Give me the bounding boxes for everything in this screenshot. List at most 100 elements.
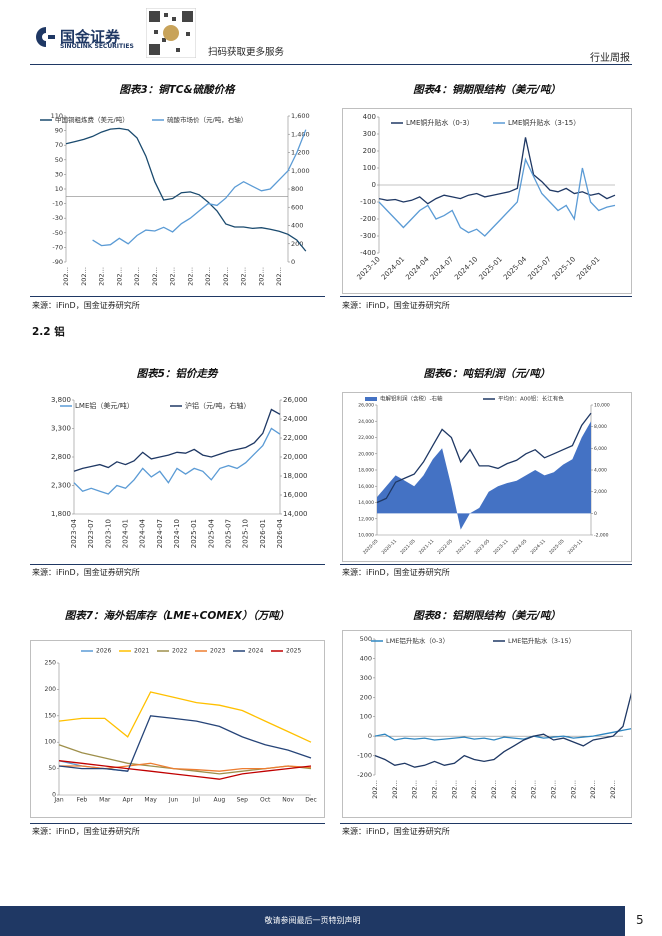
legend-label: 硫酸市场价（元/吨，右轴） bbox=[167, 115, 247, 124]
y2-tick-label: 1,600 bbox=[291, 112, 310, 120]
x-tick-label: Nov bbox=[282, 797, 294, 804]
x-tick-label: Jul bbox=[192, 797, 201, 804]
legend-label: LME铜升贴水（0-3） bbox=[406, 118, 474, 127]
legend-label: LME铝（美元/吨） bbox=[75, 401, 134, 410]
y-tick-label: 0 bbox=[368, 732, 372, 740]
qr-code bbox=[146, 8, 196, 58]
x-tick-label: 2024-01 bbox=[380, 255, 406, 281]
chart: -200 -100 0 100 200 300 400 500 202… 202… 202… 202…… bbox=[342, 630, 632, 818]
x-tick-label: 2025-10 bbox=[551, 255, 577, 281]
logo-icon bbox=[36, 27, 55, 47]
series-line bbox=[378, 137, 616, 205]
x-tick-label: 2021-05 bbox=[399, 538, 417, 556]
series-line bbox=[65, 127, 307, 252]
series-line bbox=[58, 715, 312, 772]
y-tick-label: 1,800 bbox=[51, 510, 71, 518]
x-tick-label: Jun bbox=[168, 797, 179, 804]
x-tick-label: 2026-04 bbox=[276, 518, 284, 548]
x-tick-label: 202… bbox=[450, 780, 458, 799]
y-tick-label: 0 bbox=[52, 792, 56, 799]
x-tick-label: 202… bbox=[115, 267, 123, 286]
footer-disclaimer: 敬请参阅最后一页特别声明 bbox=[264, 916, 361, 925]
y-tick-label: 22,000 bbox=[358, 435, 374, 441]
x-tick-label: 2026-01 bbox=[259, 519, 267, 548]
y2-tick-label: 600 bbox=[291, 203, 303, 211]
y-tick-label: 2,800 bbox=[51, 453, 71, 461]
x-tick-label: Aug bbox=[214, 797, 226, 804]
y2-tick-label: 800 bbox=[291, 185, 303, 193]
legend-label: 沪铝（元/吨，右轴） bbox=[185, 401, 250, 410]
y-tick-label: 400 bbox=[363, 113, 376, 121]
x-tick-label: 2024-07 bbox=[156, 519, 164, 548]
x-tick-label: 202… bbox=[186, 267, 194, 286]
y2-tick-label: 16,000 bbox=[283, 491, 308, 499]
series-line bbox=[58, 760, 312, 780]
chart: -90 -70 -50 -30 -10 10 30 50 70 90 110 0 200 400 600 80… bbox=[40, 112, 310, 286]
x-tick-label: 2023-10 bbox=[355, 255, 381, 281]
x-tick-label: 202… bbox=[411, 780, 419, 799]
x-tick-label: 202… bbox=[169, 267, 177, 286]
brand-en: SINOLINK SECURITIES bbox=[60, 43, 134, 50]
x-tick-label: 2023-10 bbox=[104, 519, 112, 548]
y2-tick-label: 22,000 bbox=[283, 434, 308, 442]
rule bbox=[30, 296, 325, 297]
y-tick-label: 300 bbox=[363, 130, 376, 138]
x-tick-label: 202… bbox=[589, 780, 597, 799]
series-line bbox=[92, 129, 307, 247]
x-tick-label: 202… bbox=[98, 267, 106, 286]
legend-label: 2024 bbox=[248, 648, 263, 655]
y2-tick-label: 1,000 bbox=[291, 167, 310, 175]
x-tick-label: 2024-05 bbox=[511, 538, 529, 556]
source: 来源：iFinD，国金证券研究所 bbox=[32, 827, 140, 836]
x-tick-label: 2022-05 bbox=[436, 538, 454, 556]
footer-band bbox=[0, 906, 625, 936]
x-tick-label: 2025-10 bbox=[242, 519, 250, 548]
series-line bbox=[73, 427, 281, 495]
y-tick-label: 0 bbox=[372, 181, 376, 189]
x-tick-label: 202… bbox=[80, 267, 88, 286]
y2-tick-label: 24,000 bbox=[283, 415, 308, 423]
y-tick-label: -200 bbox=[357, 771, 372, 779]
x-tick-label: 2023-05 bbox=[474, 538, 492, 556]
y2-tick-label: 18,000 bbox=[283, 472, 308, 480]
y-tick-label: 100 bbox=[363, 164, 376, 172]
y-tick-label: 100 bbox=[360, 713, 372, 721]
y-tick-label: -90 bbox=[52, 258, 63, 266]
x-tick-label: 202… bbox=[151, 267, 159, 286]
x-tick-label: 2024-04 bbox=[404, 255, 431, 282]
x-tick-label: 2020-05 bbox=[362, 538, 380, 556]
y2-tick-label: 14,000 bbox=[283, 510, 308, 518]
y-tick-label: 200 bbox=[45, 686, 57, 693]
series-line bbox=[378, 157, 616, 237]
y-tick-label: 70 bbox=[55, 141, 63, 149]
x-tick-label: 202… bbox=[204, 267, 212, 286]
x-tick-label: 202… bbox=[530, 780, 538, 799]
source: 来源：iFinD，国金证券研究所 bbox=[342, 568, 450, 577]
x-tick-label: 2025-11 bbox=[567, 538, 585, 556]
x-tick-label: 202… bbox=[550, 780, 558, 799]
y-tick-label: -100 bbox=[360, 198, 376, 206]
y-tick-label: -400 bbox=[360, 249, 376, 257]
x-tick-label: 2026-01 bbox=[575, 255, 601, 281]
x-tick-label: 2021-11 bbox=[418, 538, 436, 556]
y2-tick-label: 1,400 bbox=[291, 130, 310, 138]
x-tick-label: 202… bbox=[490, 780, 498, 799]
y2-tick-label: 2,000 bbox=[594, 489, 607, 495]
y-tick-label: 100 bbox=[45, 739, 57, 746]
y-tick-label: 90 bbox=[55, 127, 63, 135]
y-tick-label: 50 bbox=[55, 156, 63, 164]
y2-tick-label: 6,000 bbox=[594, 446, 607, 452]
y2-tick-label: -2,000 bbox=[594, 533, 609, 539]
y-tick-label: 150 bbox=[45, 712, 57, 719]
rule bbox=[30, 564, 325, 565]
y-tick-label: 2,300 bbox=[51, 482, 71, 490]
legend-label: 2026 bbox=[96, 648, 111, 655]
y-tick-label: 50 bbox=[48, 765, 56, 772]
legend-label: 平均价：A00铝：长江有色 bbox=[498, 395, 564, 403]
y-tick-label: 200 bbox=[360, 693, 372, 701]
report-type: 行业周报 bbox=[590, 53, 630, 64]
y2-tick-label: 0 bbox=[594, 511, 597, 517]
y2-tick-label: 400 bbox=[291, 222, 303, 230]
y-tick-label: -10 bbox=[52, 200, 63, 208]
y-tick-label: 30 bbox=[55, 170, 63, 178]
